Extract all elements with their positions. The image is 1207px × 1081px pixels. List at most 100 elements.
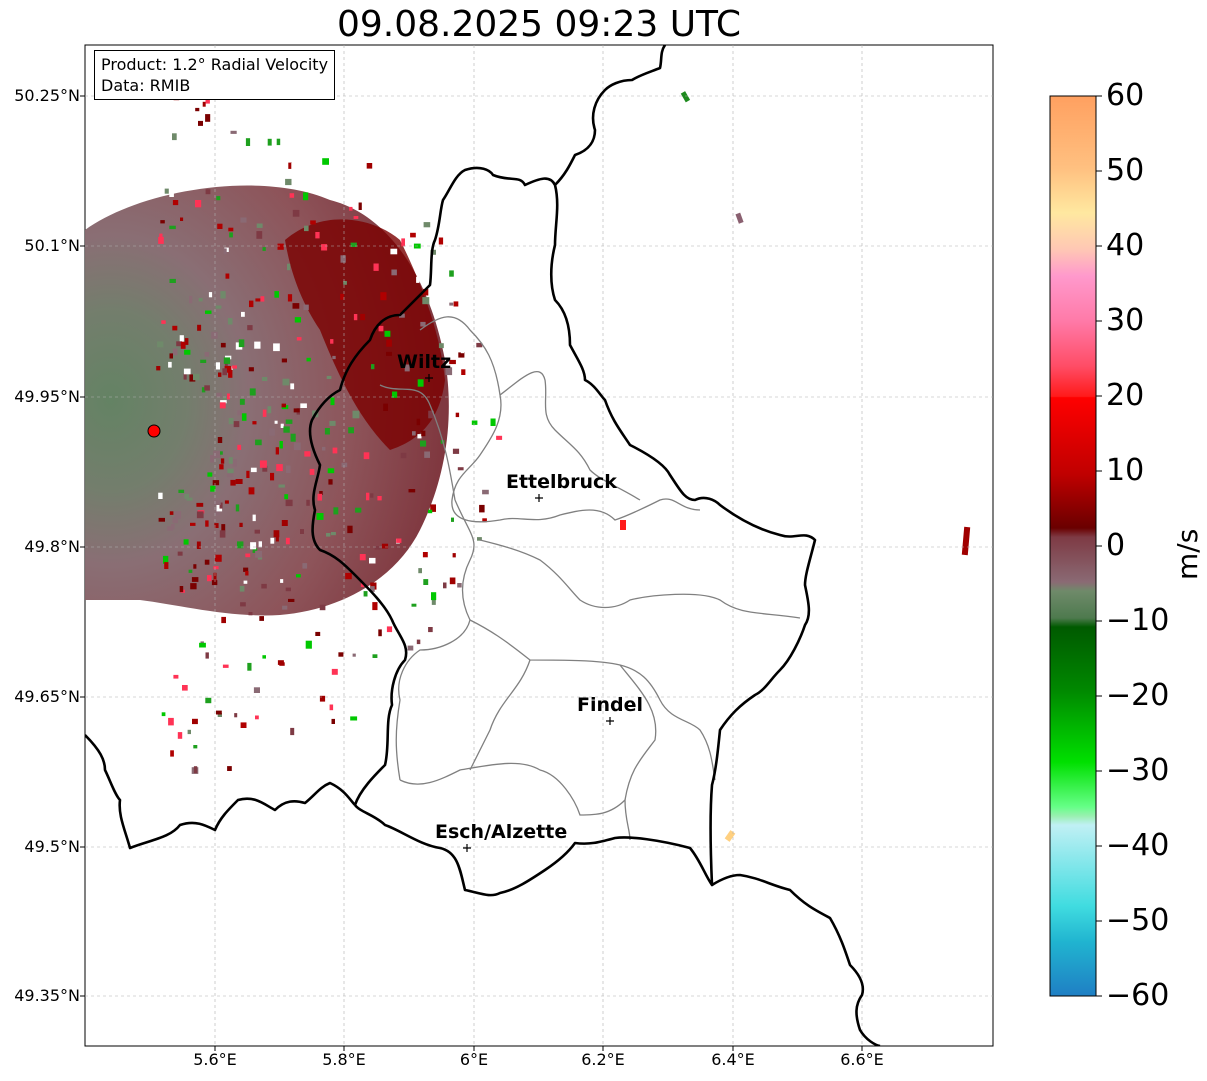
echo-pixel [224,366,232,373]
echo-pixel [457,467,464,471]
echo-pixel [318,702,325,707]
echo-pixel [282,605,288,610]
echo-pixel [246,470,250,478]
echo-pixel [220,342,226,348]
echo-pixel [353,216,359,219]
echo-pixel [216,196,221,201]
echo-pixel [316,513,324,520]
echo-pixel [384,330,391,337]
echo-pixel [195,200,202,208]
echo-pixel [496,435,503,440]
echo-pixel [216,392,222,398]
colorbar [1049,95,1097,997]
echo-pixel [205,189,211,195]
echo-pixel [287,263,291,271]
echo-pixel [204,385,210,391]
echo-pixel [205,697,212,704]
echo-pixel [169,353,173,359]
echo-pixel [306,499,310,506]
country-borders [85,45,881,1046]
echo-pixel [252,548,258,553]
echo-pixel [369,557,376,564]
echo-pixel [341,462,348,468]
echo-pixel [179,586,184,593]
echo-pixel [163,555,169,564]
echo-pixel [213,500,221,505]
echo-pixel [224,362,228,367]
echo-pixel [322,158,329,165]
echo-pixel [378,325,384,332]
echo-pixel [216,710,222,715]
echo-pixel [177,551,183,556]
echo-pixel [204,352,210,357]
echo-pixel [239,398,245,405]
echo-pixel [182,715,189,720]
echo-pixel [248,612,253,616]
echo-pixel [360,583,364,587]
echo-pixel [184,493,189,499]
echo-pixel [208,292,213,298]
echo-pixel [250,467,257,473]
echo-pixel [431,592,437,601]
echo-pixel [274,291,279,298]
echo-pixel [248,367,254,372]
echo-pixel [262,655,266,659]
echo-pixel [221,524,226,532]
echo-pixel [482,518,487,523]
echo-pixel [345,572,352,580]
echo-pixel [458,352,465,358]
echo-pixel [237,541,244,549]
echo-pixel [420,440,427,447]
echo-pixel [213,450,220,458]
echo-pixel [172,133,177,141]
echo-pixel [363,591,368,597]
echo-pixel [262,247,266,251]
echo-pixel [328,479,333,485]
colorbar-tick-label: 20 [1106,378,1145,413]
echo-pixel [303,304,309,311]
echo-pixel [294,317,301,323]
echo-pixel [189,374,196,382]
echo-pixel [321,244,328,251]
city-marker-findel [606,717,614,725]
colorbar-tick-label: −40 [1106,828,1170,863]
echo-pixel [198,298,203,302]
echo-pixel [174,511,182,519]
echo-pixel [366,163,373,169]
echo-pixel [168,717,174,726]
echo-pixel [423,288,429,296]
echo-pixel [187,729,191,735]
echo-pixel [207,575,212,582]
echo-pixel [338,652,344,657]
echo-pixel [423,222,431,228]
echo-pixel [449,359,456,365]
echo-pixel [167,526,173,531]
echo-pixel [443,582,447,589]
echo-pixel [292,209,300,217]
echo-pixel [288,598,295,602]
echo-pixel [201,657,209,665]
echo-pixel [370,582,377,590]
echo-pixel [232,365,237,369]
echo-pixel [240,602,246,607]
echo-pixel [232,459,237,467]
echo-pixel [227,766,232,771]
echo-pixel [223,248,227,255]
graticule [85,45,993,1046]
echo-pixel [390,248,398,255]
echo-pixel [401,238,405,247]
echo-pixel [274,420,278,424]
echo-pixel [162,655,166,662]
echo-pixel [333,507,339,515]
echo-pixel [267,138,272,146]
echo-pixel [270,472,275,481]
echo-pixel [417,434,422,439]
echo-pixel [370,493,374,498]
city-label-esch: Esch/Alzette [435,821,568,843]
echo-pixel [290,433,296,442]
echo-pixel [228,227,234,232]
echo-pixel [428,627,433,633]
lon-tick-label: 6°E [459,1050,489,1069]
echo-pixel [222,729,227,738]
echo-pixel [359,554,366,561]
